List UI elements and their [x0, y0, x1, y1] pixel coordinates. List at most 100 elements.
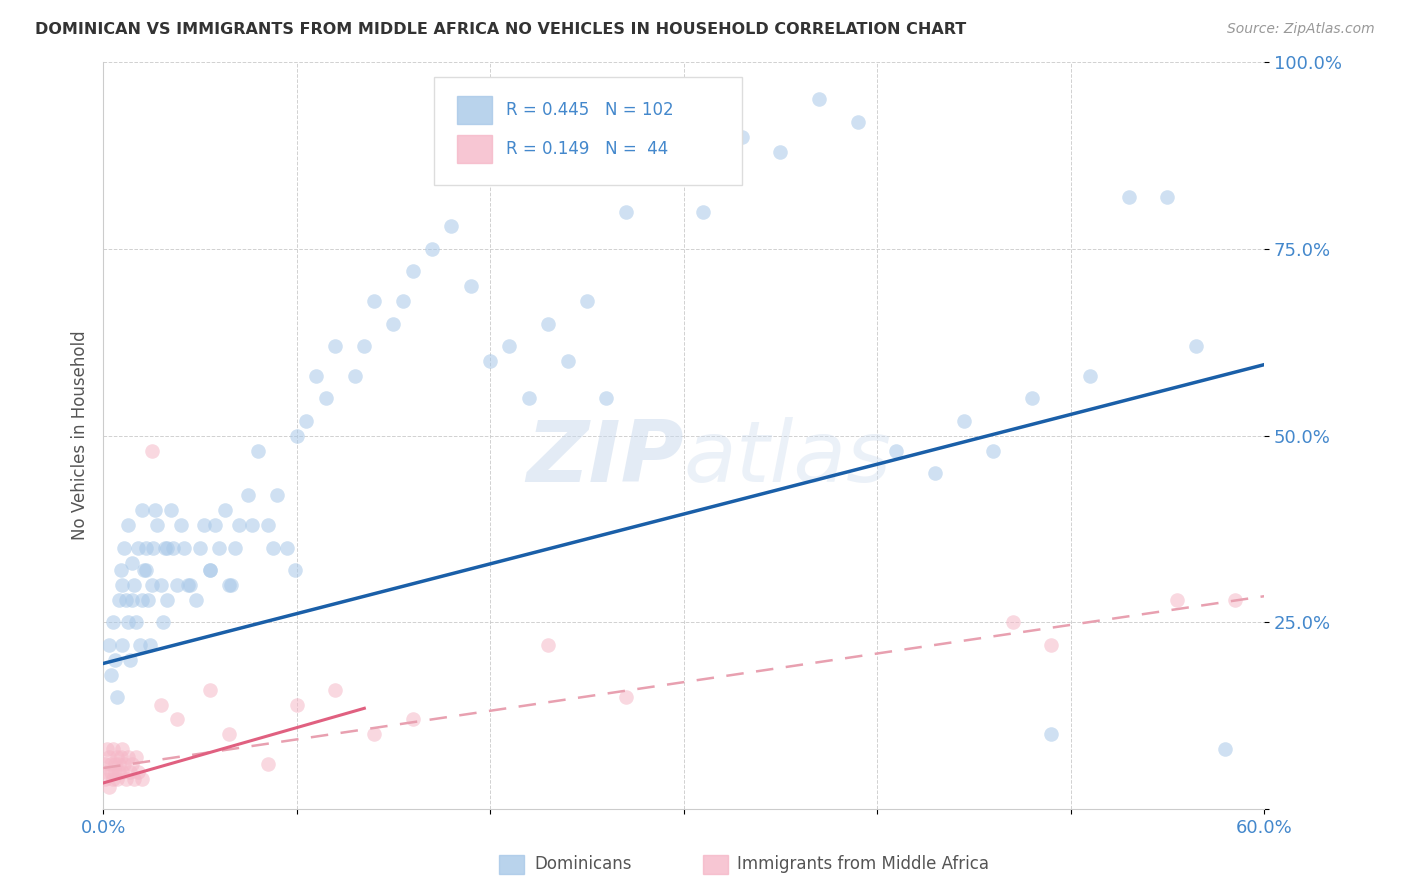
Point	[105, 772, 128, 787]
Point	[117, 749, 139, 764]
Point	[141, 443, 163, 458]
Point	[94, 757, 117, 772]
Point	[218, 578, 240, 592]
Point	[141, 578, 163, 592]
Point	[152, 615, 174, 630]
Point	[440, 219, 463, 234]
Point	[131, 593, 153, 607]
Point	[1156, 189, 1178, 203]
Point	[131, 772, 153, 787]
Point	[208, 541, 231, 555]
Point	[575, 294, 598, 309]
Point	[240, 518, 263, 533]
Point	[162, 541, 184, 555]
Point	[97, 780, 120, 794]
Point	[111, 638, 134, 652]
Point	[160, 503, 183, 517]
Point	[107, 757, 129, 772]
Point	[125, 749, 148, 764]
Point	[315, 392, 337, 406]
Point	[1185, 339, 1208, 353]
Point	[392, 294, 415, 309]
Point	[730, 129, 752, 144]
Point	[122, 578, 145, 592]
Text: Immigrants from Middle Africa: Immigrants from Middle Africa	[737, 855, 988, 873]
Point	[537, 317, 560, 331]
Point	[305, 368, 328, 383]
Point	[110, 563, 132, 577]
Point	[104, 764, 127, 779]
Point	[125, 615, 148, 630]
Point	[128, 638, 150, 652]
Point	[107, 593, 129, 607]
Point	[219, 578, 242, 592]
Point	[122, 772, 145, 787]
Point	[120, 764, 142, 779]
Point	[266, 488, 288, 502]
Point	[402, 713, 425, 727]
Point	[169, 518, 191, 533]
Point	[285, 698, 308, 712]
Point	[156, 541, 179, 555]
Point	[115, 772, 138, 787]
Point	[142, 541, 165, 555]
Point	[101, 742, 124, 756]
Point	[323, 339, 346, 353]
Point	[886, 443, 908, 458]
Point	[981, 443, 1004, 458]
Point	[156, 593, 179, 607]
Point	[198, 563, 221, 577]
Point	[1040, 727, 1063, 741]
Point	[1040, 638, 1063, 652]
Point	[111, 764, 134, 779]
Point	[402, 264, 425, 278]
Point	[136, 593, 159, 607]
Point	[537, 638, 560, 652]
Point	[479, 354, 502, 368]
Point	[177, 578, 200, 592]
Point	[460, 279, 482, 293]
Point	[214, 503, 236, 517]
Point	[104, 653, 127, 667]
Point	[614, 690, 637, 704]
Point	[105, 749, 128, 764]
Point	[198, 563, 221, 577]
Point	[127, 541, 149, 555]
Point	[97, 749, 120, 764]
Point	[1021, 392, 1043, 406]
Point	[769, 145, 792, 159]
Point	[94, 772, 117, 787]
Point	[110, 749, 132, 764]
Point	[120, 653, 142, 667]
Point	[100, 764, 122, 779]
Point	[1215, 742, 1237, 756]
Point	[353, 339, 375, 353]
Text: R = 0.149   N =  44: R = 0.149 N = 44	[506, 140, 668, 158]
Point	[652, 167, 675, 181]
Point	[1118, 189, 1140, 203]
Point	[138, 638, 160, 652]
Point	[173, 541, 195, 555]
Point	[323, 682, 346, 697]
Point	[121, 757, 143, 772]
Point	[188, 541, 211, 555]
Point	[953, 414, 976, 428]
FancyBboxPatch shape	[457, 95, 492, 124]
Text: Source: ZipAtlas.com: Source: ZipAtlas.com	[1227, 22, 1375, 37]
Point	[145, 503, 167, 517]
Point	[101, 772, 124, 787]
Point	[285, 428, 308, 442]
Point	[262, 541, 284, 555]
Point	[284, 563, 307, 577]
Point	[517, 392, 540, 406]
Point	[1166, 593, 1188, 607]
Point	[111, 578, 134, 592]
Point	[115, 593, 138, 607]
Point	[105, 690, 128, 704]
Point	[96, 742, 118, 756]
Point	[1001, 615, 1024, 630]
Point	[420, 242, 443, 256]
Point	[557, 354, 579, 368]
Text: ZIP: ZIP	[526, 417, 683, 500]
Point	[808, 93, 831, 107]
